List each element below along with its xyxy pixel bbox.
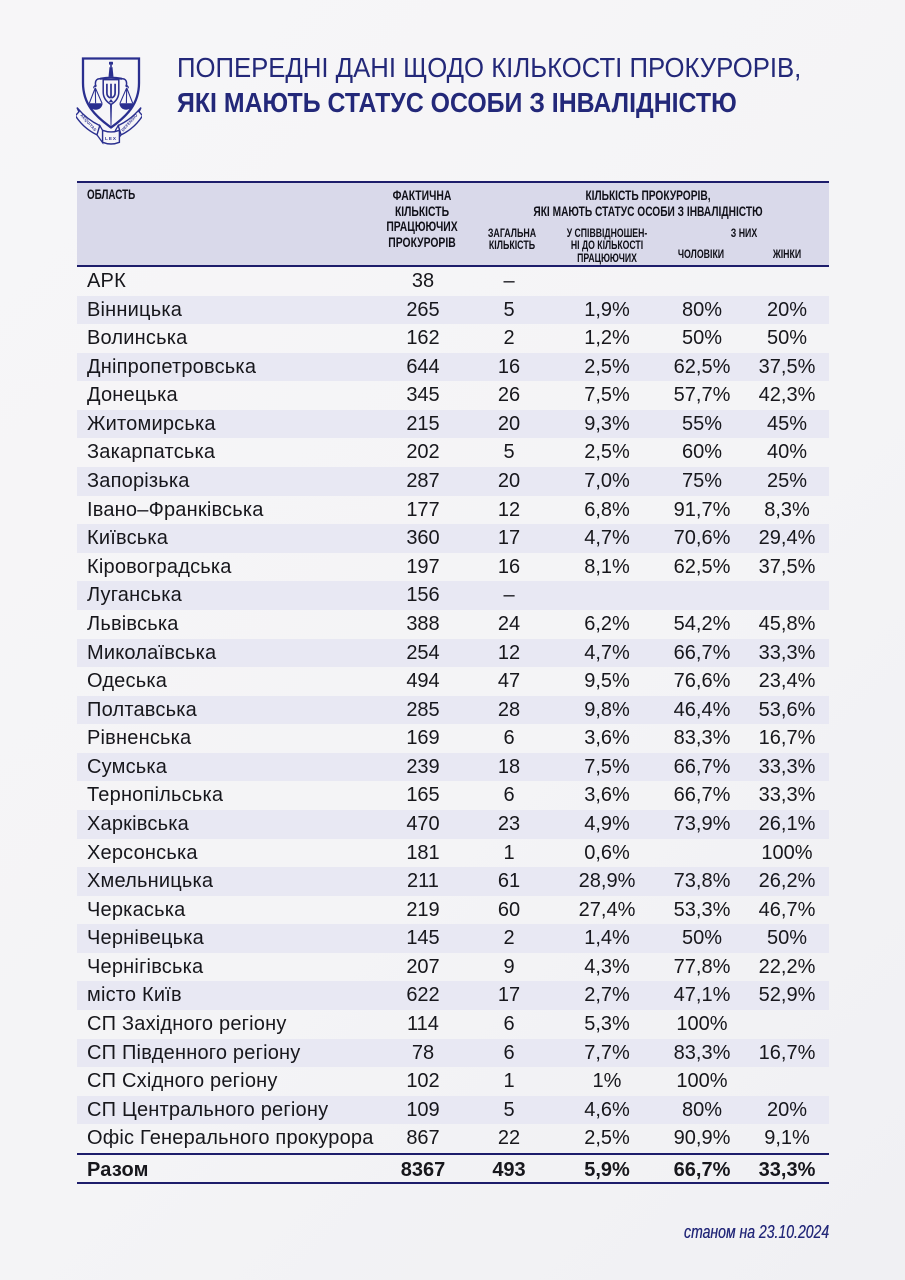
svg-text:LEX: LEX <box>105 136 117 141</box>
